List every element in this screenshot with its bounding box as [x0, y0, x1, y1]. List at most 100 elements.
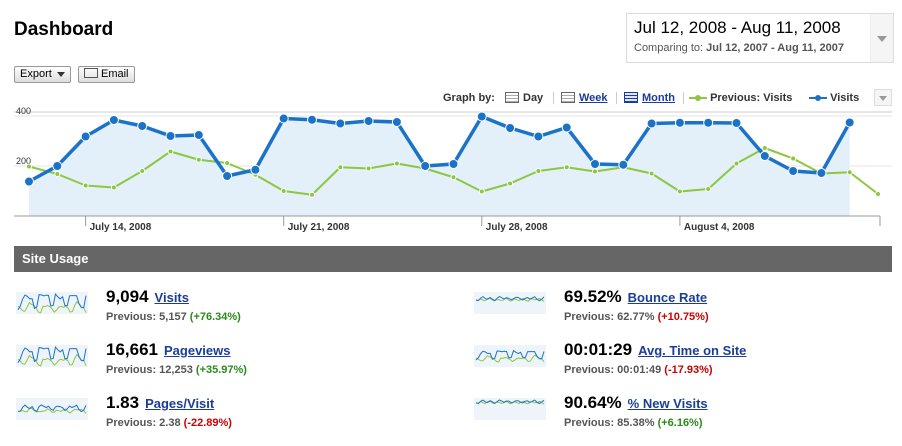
- visits-point[interactable]: [844, 117, 855, 128]
- sparkline: [16, 345, 88, 367]
- visits-point[interactable]: [674, 117, 685, 128]
- visits-point[interactable]: [505, 123, 516, 133]
- previous-visits-point[interactable]: [309, 191, 315, 198]
- previous-visits-point[interactable]: [563, 164, 570, 171]
- visits-point[interactable]: [335, 118, 346, 129]
- previous-visits-point[interactable]: [592, 168, 598, 175]
- visits-point[interactable]: [476, 111, 487, 122]
- visits-point[interactable]: [759, 151, 770, 161]
- date-range-picker[interactable]: Jul 12, 2008 - Aug 11, 2008 Comparing to…: [626, 13, 894, 63]
- previous-visits-point[interactable]: [507, 180, 514, 187]
- graph-by-day[interactable]: Day: [505, 91, 543, 105]
- visits-point[interactable]: [391, 117, 402, 127]
- legend-current-label: Visits: [830, 92, 860, 104]
- previous-visits-point[interactable]: [110, 184, 117, 191]
- visits-point[interactable]: [165, 131, 176, 141]
- visits-point[interactable]: [788, 166, 799, 176]
- previous-visits-point[interactable]: [280, 188, 287, 194]
- previous-visits-point[interactable]: [733, 160, 740, 167]
- visits-point[interactable]: [363, 116, 374, 126]
- metric-link[interactable]: % New Visits: [627, 396, 708, 411]
- previous-visits-point[interactable]: [790, 155, 797, 162]
- visits-point[interactable]: [250, 164, 261, 175]
- visits-point[interactable]: [448, 159, 459, 169]
- sparkline-series: [475, 349, 545, 361]
- metric-value: 9,094: [106, 287, 149, 306]
- visits-point[interactable]: [618, 159, 629, 170]
- graph-by-week-link[interactable]: Week: [579, 92, 608, 104]
- previous-visits-point[interactable]: [365, 165, 372, 172]
- previous-visits-point[interactable]: [846, 169, 853, 176]
- visits-point[interactable]: [278, 113, 289, 124]
- metric-link[interactable]: Avg. Time on Site: [638, 343, 747, 358]
- metric-link[interactable]: Visits: [154, 290, 189, 305]
- sparkline-series: [17, 292, 87, 310]
- visits-point[interactable]: [52, 161, 63, 171]
- visits-point[interactable]: [108, 115, 119, 125]
- email-button[interactable]: Email: [78, 66, 135, 83]
- previous-visits-point[interactable]: [676, 188, 683, 195]
- chevron-down-icon: [56, 71, 65, 77]
- page-title: Dashboard: [14, 19, 114, 40]
- sparkline-background: [474, 292, 546, 314]
- export-button[interactable]: Export: [14, 66, 71, 83]
- visits-point[interactable]: [222, 171, 233, 181]
- graph-by-week[interactable]: Week: [561, 91, 608, 105]
- metric-new-visits: 90.64% % New Visits Previous: 85.38% (+6.…: [474, 393, 894, 437]
- sparkline-background: [16, 292, 88, 314]
- visits-point[interactable]: [80, 131, 91, 142]
- sparkline-series: [17, 353, 87, 367]
- visits-point[interactable]: [816, 168, 827, 178]
- legend-previous: Previous: Visits: [689, 91, 792, 105]
- previous-visits-point[interactable]: [875, 191, 881, 197]
- graph-by-month-link[interactable]: Month: [642, 92, 675, 104]
- metric-link[interactable]: Pageviews: [164, 343, 231, 358]
- previous-visits-point[interactable]: [167, 148, 174, 155]
- previous-visits-point[interactable]: [535, 168, 542, 174]
- metric-bounce-rate: 69.52% Bounce Rate Previous: 62.77% (+10.…: [474, 287, 894, 331]
- visits-point[interactable]: [590, 159, 600, 169]
- divider: [683, 92, 684, 104]
- previous-visits-point[interactable]: [705, 186, 712, 192]
- metric-pages-per-visit: 1.83 Pages/Visit Previous: 2.38 (-22.89%): [16, 393, 436, 437]
- visits-point[interactable]: [533, 131, 544, 142]
- visits-point[interactable]: [193, 130, 204, 140]
- previous-visits-point[interactable]: [337, 164, 344, 171]
- metric-change: (+35.97%): [195, 364, 247, 376]
- sparkline-background: [16, 345, 88, 367]
- sparkline: [16, 292, 88, 314]
- date-range-comparison: Comparing to: Jul 12, 2007 - Aug 11, 200…: [634, 42, 844, 54]
- metric-previous: Previous: 62.77%: [564, 311, 655, 323]
- previous-visits-point[interactable]: [26, 163, 32, 170]
- metric-link[interactable]: Pages/Visit: [145, 396, 215, 411]
- calendar-month-icon: [624, 91, 638, 103]
- visits-point[interactable]: [420, 161, 431, 171]
- previous-visits-point[interactable]: [82, 182, 89, 189]
- sparkline-series: [475, 296, 545, 302]
- visits-point[interactable]: [307, 114, 317, 125]
- sparkline-series: [475, 399, 545, 405]
- previous-visits-point[interactable]: [648, 170, 655, 177]
- metric-link[interactable]: Bounce Rate: [627, 290, 708, 305]
- previous-visits-point[interactable]: [450, 174, 457, 181]
- visits-line-chart[interactable]: 400 200 July 14, 2008 July 21, 2008 July 28,…: [0, 104, 902, 236]
- visits-point[interactable]: [731, 118, 742, 128]
- visits-point[interactable]: [561, 122, 572, 133]
- previous-visits-point[interactable]: [478, 188, 485, 195]
- previous-visits-point[interactable]: [139, 168, 146, 174]
- previous-visits-point[interactable]: [224, 160, 231, 166]
- visits-point[interactable]: [137, 121, 148, 131]
- previous-visits-point[interactable]: [761, 145, 768, 151]
- visits-point[interactable]: [703, 117, 714, 128]
- sparkline: [474, 398, 546, 420]
- previous-visits-point[interactable]: [54, 171, 61, 177]
- date-range-dropdown-button[interactable]: [870, 14, 893, 62]
- previous-visits-point[interactable]: [393, 160, 400, 167]
- visits-point[interactable]: [24, 176, 34, 187]
- graph-by-month[interactable]: Month: [624, 91, 675, 105]
- graph-by-label: Graph by:: [443, 92, 495, 104]
- previous-visits-point[interactable]: [195, 156, 202, 163]
- visits-point[interactable]: [646, 118, 657, 129]
- legend-options-dropdown[interactable]: [874, 89, 892, 106]
- metric-value: 16,661: [106, 340, 158, 359]
